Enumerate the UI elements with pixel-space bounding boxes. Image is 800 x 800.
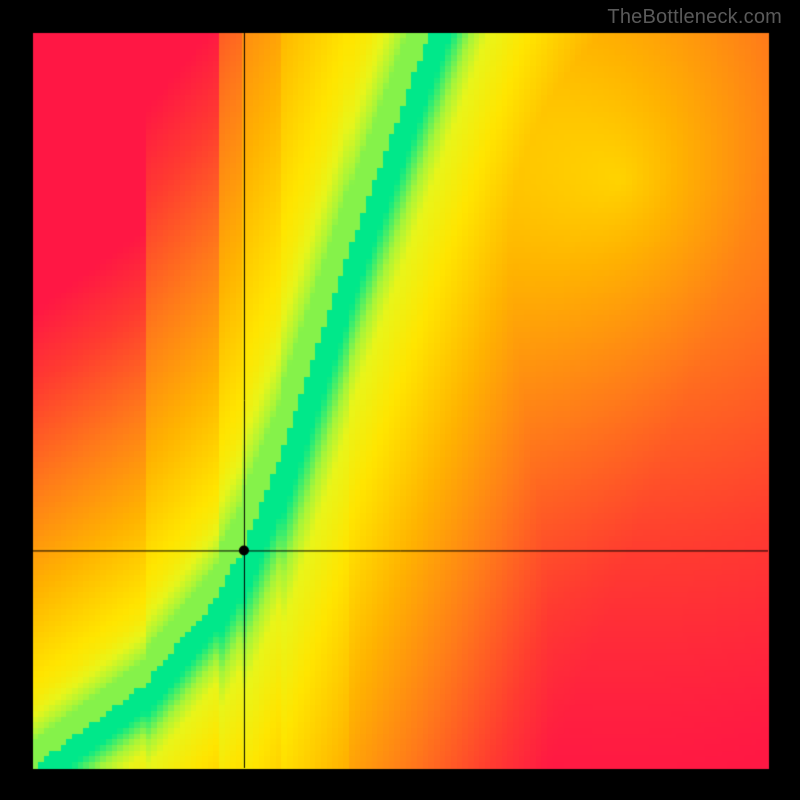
- bottleneck-heatmap: [0, 0, 800, 800]
- chart-container: TheBottleneck.com: [0, 0, 800, 800]
- watermark-text: TheBottleneck.com: [607, 6, 782, 29]
